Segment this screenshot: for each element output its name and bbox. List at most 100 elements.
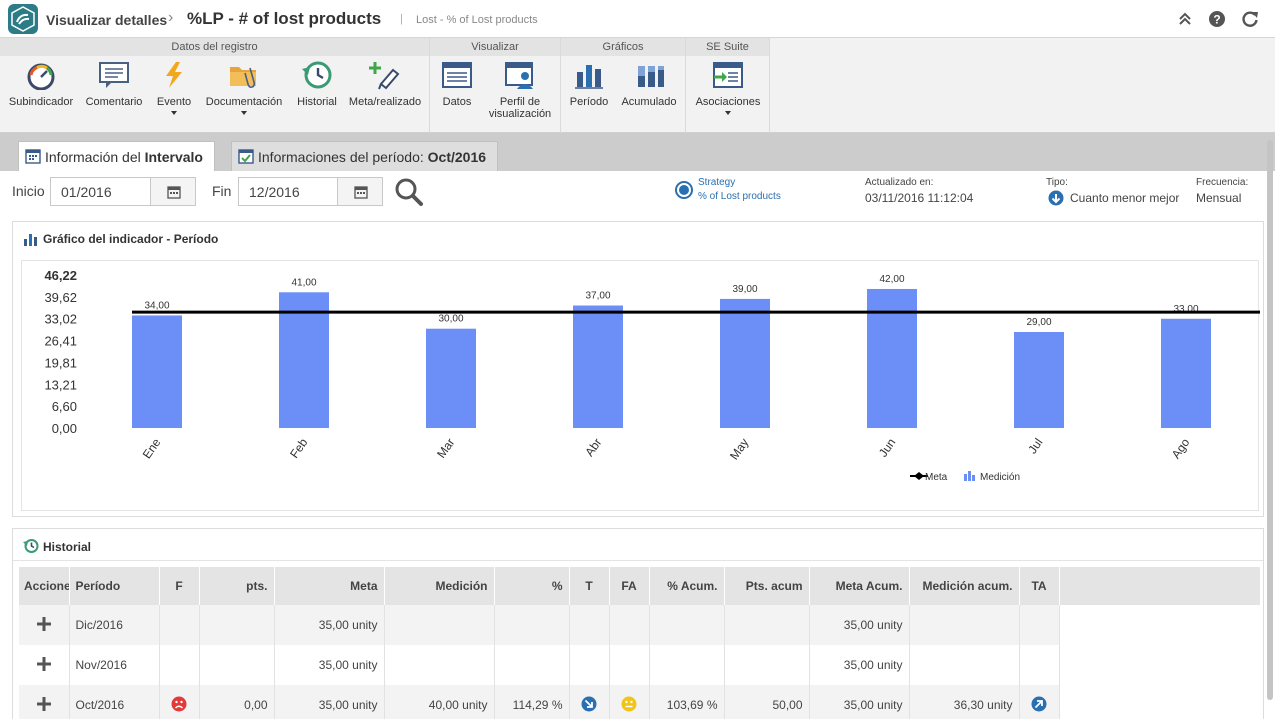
col-header-percent-acum[interactable]: % Acum. [649,567,725,605]
chart-bar [867,288,917,428]
associations-label: Asociaciones [695,96,761,108]
help-icon[interactable]: ? [1207,9,1227,29]
table-row[interactable]: Dic/2016 35,00 unity 35,00 unity [19,605,1260,645]
y-tick-label: 0,00 [52,421,77,436]
x-tick-label: Jul [1025,436,1045,457]
subindicator-label: Subindicador [8,96,74,108]
pts-cell: 0,00 [199,685,275,719]
chart-bar [1161,318,1211,428]
updated-label: Actualizado en: [865,177,934,188]
expand-plus-icon[interactable] [36,696,51,711]
f-cell [159,685,200,719]
stacked-chart-icon [638,66,664,87]
accumulated-chart-button[interactable]: Acumulado [619,60,679,108]
strategy-value-link[interactable]: % of Lost products [698,191,781,202]
bar-value-label: 30,00 [438,314,463,325]
meta-cell: 35,00 unity [274,685,385,719]
strategy-icon [675,181,693,199]
start-date-field[interactable]: 01/2016 [50,177,151,206]
target-actual-button[interactable]: Meta/realizado [346,60,424,108]
medicion-cell: 40,00 unity [384,685,495,719]
refresh-icon[interactable] [1240,9,1260,29]
col-header-percent[interactable]: % [494,567,570,605]
view-profile-label-line2: visualización [488,108,552,120]
ta-cell [1019,605,1060,645]
history-button[interactable]: Historial [291,60,343,108]
accumulated-chart-label: Acumulado [621,96,677,108]
col-header-filler [1059,567,1261,605]
col-header-meta[interactable]: Meta [274,567,385,605]
table-row[interactable]: Oct/2016 0,00 35,00 unity 40,00 unity 11… [19,685,1260,719]
tab-interval-bold: Intervalo [144,149,203,165]
col-header-f[interactable]: F [159,567,200,605]
percent-cell [494,605,570,645]
y-tick-label: 19,81 [44,355,77,370]
updated-value: 03/11/2016 11:12:04 [865,191,974,205]
col-header-t[interactable]: T [569,567,610,605]
ta-cell [1019,685,1060,719]
medicion-cell [384,605,495,645]
col-header-period[interactable]: Período [69,567,160,605]
pts-cell [199,605,275,645]
col-header-ta[interactable]: TA [1019,567,1060,605]
documentation-button[interactable]: Documentación [204,60,284,115]
data-label: Datos [442,96,472,108]
x-tick-label: Ago [1169,435,1193,461]
expand-plus-icon[interactable] [36,656,51,671]
gauge-icon [27,63,55,90]
page-title: %LP - # of lost products [187,9,382,28]
svg-text:?: ? [1213,13,1220,27]
row-actions-cell[interactable] [19,645,70,685]
row-actions-cell[interactable] [19,605,70,645]
frequency-value: Mensual [1196,191,1242,205]
event-button[interactable]: Evento [150,60,198,115]
col-header-medicion-acum[interactable]: Medición acum. [909,567,1020,605]
subindicator-button[interactable]: Subindicador [6,60,76,108]
fa-cell [609,605,650,645]
chart-bar [720,298,770,428]
col-header-actions[interactable]: Acciones [19,567,70,605]
col-header-fa[interactable]: FA [609,567,650,605]
neutral-face-icon [621,696,637,711]
associations-button[interactable]: Asociaciones [692,60,764,115]
pen-plus-icon [369,62,400,90]
tab-period-info[interactable]: Informaciones del período: Oct/2016 [231,141,498,171]
col-header-meta-acum[interactable]: Meta Acum. [809,567,910,605]
x-tick-label: Ene [140,435,164,461]
start-date-picker-button[interactable] [150,177,196,206]
event-dropdown-caret-icon [171,111,177,115]
collapse-icon[interactable] [1175,9,1195,29]
percent-cell: 114,29 % [494,685,570,719]
medicion-acum-cell [909,645,1020,685]
tab-interval-info[interactable]: Información del Intervalo [18,141,215,171]
legend-medicion-label: Medición [980,472,1020,483]
row-actions-cell[interactable] [19,685,70,719]
col-header-pts[interactable]: pts. [199,567,275,605]
col-header-medicion[interactable]: Medición [384,567,495,605]
table-row[interactable]: Nov/2016 35,00 unity 35,00 unity [19,645,1260,685]
data-button[interactable]: Datos [436,60,478,108]
col-header-pts-acum[interactable]: Pts. acum [724,567,810,605]
fa-cell [609,645,650,685]
vertical-scrollbar[interactable] [1267,140,1273,700]
search-icon[interactable] [393,176,425,208]
f-cell [159,605,200,645]
x-tick-label: Jun [876,436,899,460]
meta-cell: 35,00 unity [274,605,385,645]
end-date-picker-button[interactable] [337,177,383,206]
end-date-field[interactable]: 12/2016 [238,177,339,206]
period-chart-button[interactable]: Período [567,60,611,108]
expand-plus-icon[interactable] [36,616,51,631]
y-tick-label: 13,21 [44,377,77,392]
history-title: Historial [43,540,92,554]
history-table: Acciones Período F pts. Meta Medición % … [19,567,1261,719]
comment-button[interactable]: Comentario [82,60,146,108]
view-profile-button[interactable]: Perfil de visualización [484,60,556,120]
period-cell: Oct/2016 [69,685,160,719]
strategy-link[interactable]: Strategy [698,177,736,188]
percent-acum-cell [649,605,725,645]
bar-value-label: 42,00 [879,274,904,285]
ribbon-toolbar: Datos del registro Subindicador Comentar… [0,38,1275,133]
percent-cell [494,645,570,685]
medicion-acum-cell [909,605,1020,645]
